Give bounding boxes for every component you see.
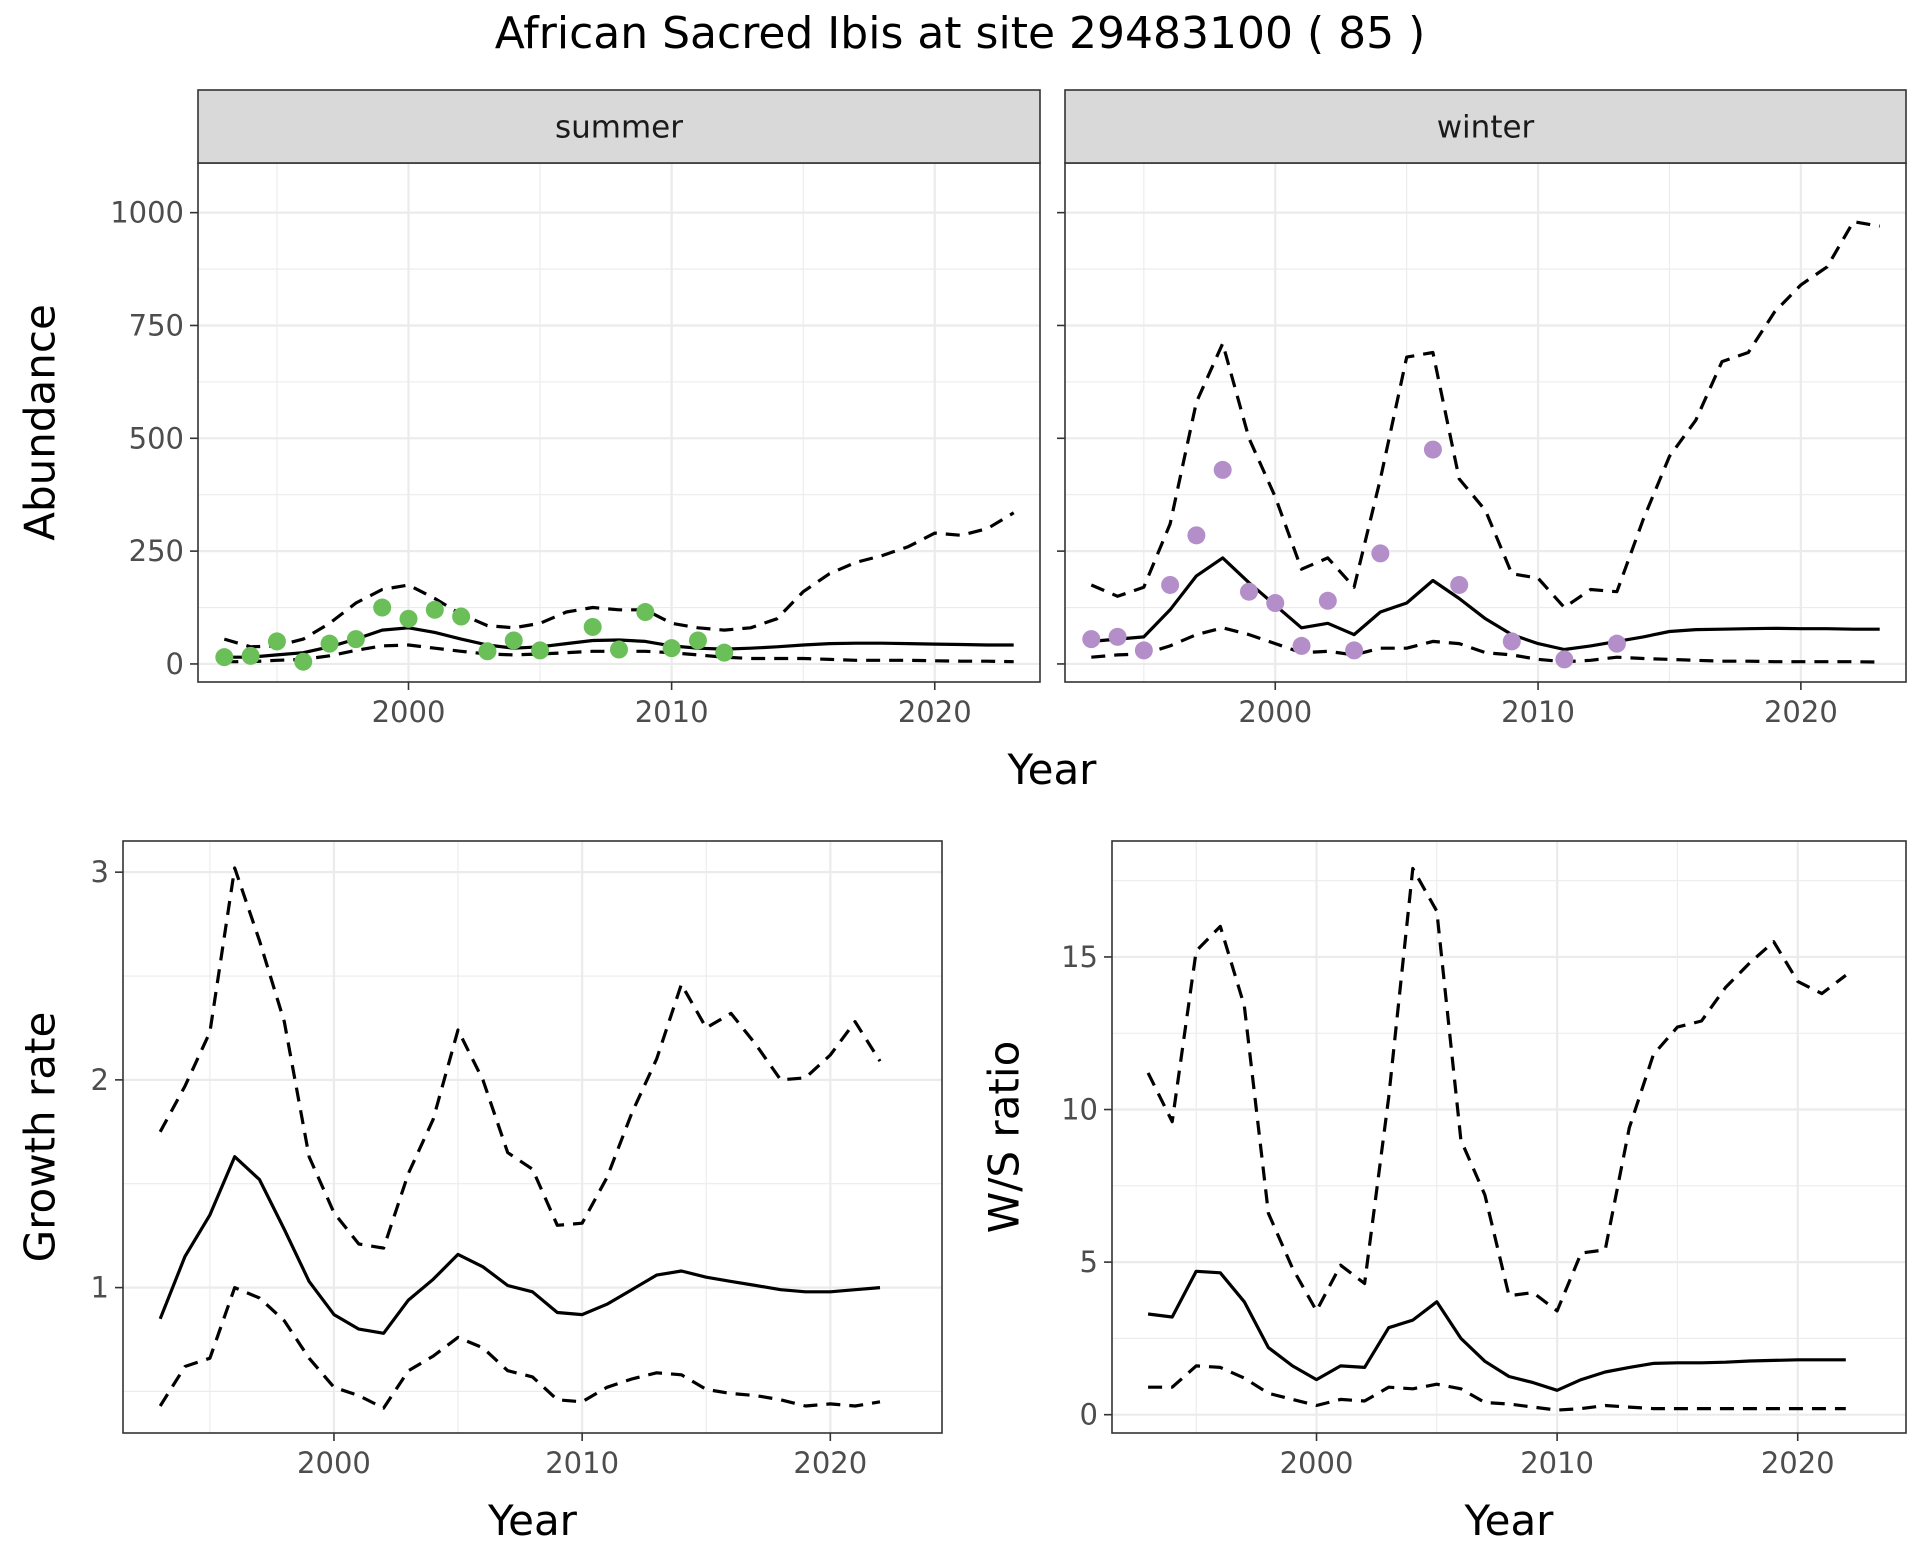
observation-point (715, 643, 734, 662)
x-tick-label: 2000 (1280, 1446, 1354, 1480)
panel-border (1064, 162, 1907, 683)
y-tick-label: 1 (91, 1271, 109, 1305)
observation-point (1082, 630, 1101, 649)
observation-point (320, 634, 339, 653)
x-tick-label: 2020 (1764, 695, 1838, 729)
observation-point (610, 640, 628, 659)
x-axis-title: Year (1007, 745, 1098, 794)
observation-point (425, 600, 444, 619)
y-tick-label: 750 (129, 308, 184, 342)
observation-point (1239, 582, 1258, 601)
observation-point (452, 607, 471, 626)
observation-point (294, 652, 313, 671)
x-axis-title: Year (487, 1496, 578, 1545)
observation-point (241, 646, 260, 665)
y-tick-label: 500 (129, 421, 184, 455)
upper-bound-line (1146, 866, 1847, 1313)
panel-4: 2000 2010 2020 0 5 10 15 W/S ratio Year (980, 840, 1907, 1545)
y-tick-label: 1000 (110, 196, 184, 230)
observation-point (662, 639, 681, 658)
lower-bound-line (1148, 1364, 1846, 1412)
panel-1: summer 2000 2010 2020 0 250 500 750 1000 Abundanc… (16, 89, 1041, 729)
x-tick-label: 2010 (545, 1446, 619, 1480)
estimate-line (1147, 1269, 1846, 1392)
x-tick-label: 2020 (1761, 1446, 1835, 1480)
observation-point (1161, 575, 1180, 594)
estimate-line (158, 1155, 881, 1335)
y-tick-label: 0 (1080, 1398, 1098, 1432)
observation-point (1213, 460, 1232, 479)
x-axis-title: Year (1464, 1496, 1555, 1545)
x-tick-label: 2000 (297, 1446, 371, 1480)
observation-point (1555, 650, 1574, 669)
observation-point (531, 641, 550, 660)
observation-point (504, 631, 523, 650)
y-tick-label: 5 (1080, 1245, 1098, 1279)
observation-point (1187, 526, 1206, 545)
x-tick-label: 2010 (1520, 1446, 1594, 1480)
y-axis-title: W/S ratio (980, 1041, 1029, 1234)
x-tick-label: 2010 (635, 695, 709, 729)
lower-bound-line (1091, 626, 1880, 664)
x-tick-label: 2000 (372, 695, 446, 729)
facet-label: summer (555, 110, 683, 146)
panel-border (197, 162, 1041, 683)
facet-strip (1064, 89, 1907, 164)
x-tick-label: 2010 (1501, 695, 1575, 729)
observation-point (1108, 627, 1127, 646)
y-axis-title: Growth rate (16, 1012, 65, 1263)
x-tick-label: 2020 (898, 695, 972, 729)
observation-point (267, 632, 286, 651)
observation-point (1502, 632, 1521, 651)
y-axis-title: Abundance (16, 304, 65, 541)
observation-point (583, 617, 602, 636)
facet-label: winter (1437, 110, 1535, 146)
observation-point (1318, 591, 1337, 610)
observation-point (1450, 575, 1469, 594)
y-tick-label: 2 (91, 1063, 109, 1097)
panel-2: winter 2000 2010 2020 (1057, 89, 1907, 729)
estimate-line (1091, 556, 1880, 652)
chart-title: African Sacred Ibis at site 29483100 ( 8… (495, 8, 1426, 59)
upper-bound-line (158, 866, 882, 1250)
upper-bound-line (223, 511, 1015, 649)
x-tick-label: 2020 (793, 1446, 867, 1480)
observation-point (215, 648, 234, 667)
y-tick-label: 0 (166, 647, 184, 681)
panel-3: 2000 2010 2020 1 2 3 Growth rate Year (16, 840, 943, 1545)
observation-point (373, 598, 392, 617)
y-tick-label: 3 (91, 855, 109, 889)
y-tick-label: 15 (1061, 940, 1098, 974)
panel-border (1111, 840, 1907, 1434)
x-tick-label: 2000 (1238, 695, 1312, 729)
observation-point (478, 642, 497, 661)
observation-point (1423, 440, 1442, 459)
panel-border (122, 840, 943, 1434)
observation-point (1292, 636, 1311, 655)
observation-point (1371, 544, 1390, 563)
observation-point (346, 630, 365, 649)
observation-point (399, 609, 418, 628)
observation-point (1607, 634, 1626, 653)
observation-point (636, 603, 655, 622)
observation-point (1134, 641, 1153, 660)
observation-point (1345, 641, 1364, 660)
upper-bound-line (1090, 220, 1880, 610)
observation-point (688, 631, 707, 650)
lower-bound-line (158, 1285, 881, 1410)
facet-strip (197, 89, 1041, 164)
observation-point (1266, 594, 1285, 613)
y-tick-label: 250 (129, 534, 184, 568)
y-tick-label: 10 (1061, 1093, 1098, 1127)
